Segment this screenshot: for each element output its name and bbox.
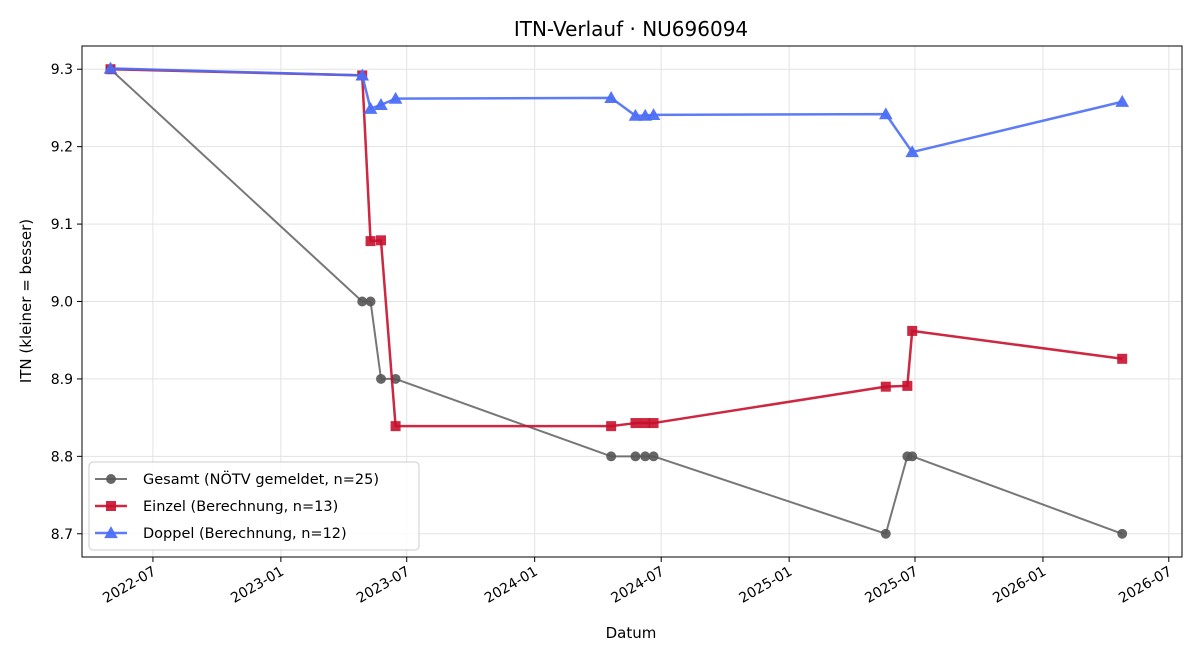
y-tick-label: 9.0 <box>51 295 73 311</box>
legend-entry-doppel: Doppel (Berechnung, n=12) <box>95 526 347 542</box>
x-tick-label: 2026-07 <box>1116 564 1175 607</box>
series-layer <box>103 61 1130 539</box>
legend-label: Einzel (Berechnung, n=13) <box>143 499 338 515</box>
data-point-gesamt <box>357 296 368 307</box>
legend: Gesamt (NÖTV gemeldet, n=25) Einzel (Bere… <box>88 461 420 551</box>
x-tick-label: 2023-01 <box>228 564 287 607</box>
x-tick-label: 2025-01 <box>736 564 795 607</box>
legend-label: Gesamt (NÖTV gemeldet, n=25) <box>143 470 379 488</box>
y-tick-label: 8.7 <box>51 527 73 543</box>
data-point-einzel <box>365 236 376 247</box>
data-point-gesamt <box>907 451 918 462</box>
y-tick-label: 9.2 <box>51 140 73 156</box>
y-axis: 8.7 8.8 8.9 9.0 9.1 9.2 9.3 <box>51 62 82 543</box>
data-point-gesamt <box>1117 528 1128 539</box>
x-axis: 2022-07 2023-01 2023-07 2024-01 2024-07 2025-… <box>100 557 1175 607</box>
grid <box>82 46 1182 557</box>
data-point-doppel <box>628 108 643 121</box>
data-point-gesamt <box>606 451 617 462</box>
data-point-doppel <box>103 61 118 74</box>
data-point-einzel <box>907 325 918 336</box>
data-point-gesamt <box>648 451 659 462</box>
series-einzel <box>105 64 1128 432</box>
data-point-doppel <box>905 145 920 158</box>
y-tick-label: 8.8 <box>51 449 73 465</box>
data-point-einzel <box>630 418 641 429</box>
data-point-gesamt <box>880 528 891 539</box>
data-point-doppel <box>355 68 370 81</box>
series-line-einzel <box>110 67 1123 428</box>
data-point-einzel <box>640 418 651 429</box>
legend-entry-einzel: Einzel (Berechnung, n=13) <box>95 499 338 515</box>
data-point-einzel <box>648 418 659 429</box>
y-tick-label: 9.3 <box>51 62 73 78</box>
x-tick-label: 2022-07 <box>100 564 159 607</box>
data-point-einzel <box>375 235 386 246</box>
x-tick-label: 2026-01 <box>990 564 1049 607</box>
x-tick-label: 2024-07 <box>609 564 668 607</box>
data-point-doppel <box>1115 94 1130 107</box>
x-tick-label: 2025-07 <box>862 564 921 607</box>
y-tick-label: 9.1 <box>51 217 73 233</box>
data-point-gesamt <box>365 296 376 307</box>
data-point-doppel <box>374 98 388 110</box>
series-doppel <box>103 61 1130 158</box>
y-tick-label: 8.9 <box>51 372 73 388</box>
data-point-doppel <box>363 101 378 114</box>
legend-marker <box>104 526 118 539</box>
legend-marker <box>106 501 116 511</box>
data-point-einzel <box>390 421 401 432</box>
data-point-doppel <box>388 91 403 104</box>
data-point-einzel <box>902 380 913 391</box>
legend-box <box>88 461 420 551</box>
x-axis-label: Datum <box>606 624 657 642</box>
data-point-einzel <box>880 381 891 392</box>
series-line-doppel <box>110 67 1123 154</box>
data-point-gesamt <box>630 451 641 462</box>
legend-entry-gesamt: Gesamt (NÖTV gemeldet, n=25) <box>95 470 379 488</box>
data-point-einzel <box>1117 353 1128 364</box>
data-point-doppel <box>646 108 661 121</box>
y-axis-label: ITN (kleiner = besser) <box>17 219 35 383</box>
data-point-doppel <box>604 91 618 103</box>
x-tick-label: 2024-01 <box>482 564 541 607</box>
legend-label: Doppel (Berechnung, n=12) <box>143 526 347 542</box>
data-point-gesamt <box>376 373 386 384</box>
data-point-gesamt <box>640 451 651 462</box>
x-tick-label: 2023-07 <box>354 564 413 607</box>
chart-title: ITN-Verlauf · NU696094 <box>514 17 748 41</box>
legend-marker <box>106 474 116 484</box>
data-point-doppel <box>878 107 893 120</box>
data-point-einzel <box>606 421 617 432</box>
